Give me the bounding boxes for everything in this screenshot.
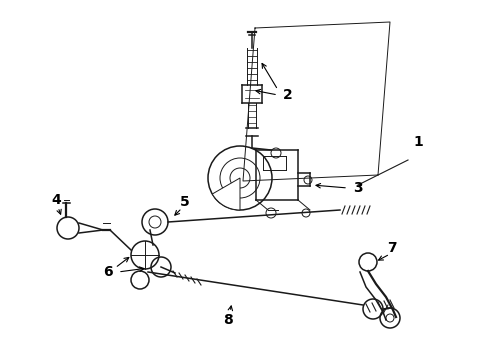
Text: 6: 6 xyxy=(103,265,113,279)
Text: 7: 7 xyxy=(387,241,397,255)
Wedge shape xyxy=(212,178,240,210)
Text: 8: 8 xyxy=(223,313,233,327)
Text: 5: 5 xyxy=(180,195,190,209)
Text: 4: 4 xyxy=(51,193,61,207)
Text: 1: 1 xyxy=(413,135,423,149)
Text: 2: 2 xyxy=(283,88,293,102)
Text: 3: 3 xyxy=(353,181,363,195)
